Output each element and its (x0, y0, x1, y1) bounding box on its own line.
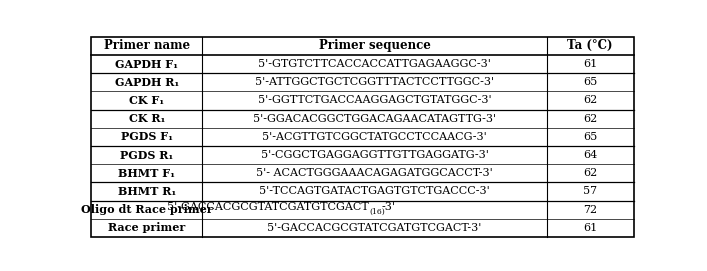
Text: 57: 57 (583, 186, 597, 196)
Text: 5'-ACGTTGTCGGCTATGCCTCCAACG-3': 5'-ACGTTGTCGGCTATGCCTCCAACG-3' (262, 132, 487, 142)
Text: 5'-GACCACGCGTATCGATGTCGACT: 5'-GACCACGCGTATCGATGTCGACT (168, 202, 369, 212)
Text: BHMT R₁: BHMT R₁ (117, 186, 176, 197)
Text: 5'- ACACTGGGAAACAGAGATGGCACCT-3': 5'- ACACTGGGAAACAGAGATGGCACCT-3' (256, 168, 493, 178)
Text: (16): (16) (369, 208, 385, 216)
Text: 65: 65 (583, 77, 597, 87)
Text: 5'-GTGTCTTCACCACCATTGAGAAGGC-3': 5'-GTGTCTTCACCACCATTGAGAAGGC-3' (258, 59, 491, 69)
Text: Oligo dt Race primer: Oligo dt Race primer (81, 204, 213, 215)
Text: Race primer: Race primer (108, 222, 185, 233)
Text: 62: 62 (583, 168, 597, 178)
Text: 5'-CGGCTGAGGAGGTTGTTGAGGATG-3': 5'-CGGCTGAGGAGGTTGTTGAGGATG-3' (261, 150, 489, 160)
Text: 5'-GGTTCTGACCAAGGAGCTGTATGGC-3': 5'-GGTTCTGACCAAGGAGCTGTATGGC-3' (258, 95, 491, 105)
Text: CK F₁: CK F₁ (129, 95, 164, 106)
Text: PGDS F₁: PGDS F₁ (121, 131, 173, 142)
Text: 5'-ATTGGCTGCTCGGTTTACTCCTTGGC-3': 5'-ATTGGCTGCTCGGTTTACTCCTTGGC-3' (255, 77, 494, 87)
Text: GAPDH F₁: GAPDH F₁ (115, 59, 178, 69)
Text: 5'-GGACACGGCTGGACAGAACATAGTTG-3': 5'-GGACACGGCTGGACAGAACATAGTTG-3' (253, 114, 496, 124)
Text: Primer name: Primer name (104, 39, 189, 52)
Text: 72: 72 (583, 205, 597, 215)
Text: 5'-GACCACGCGTATCGATGTCGACT-3': 5'-GACCACGCGTATCGATGTCGACT-3' (267, 223, 481, 233)
Text: Ta (°C): Ta (°C) (568, 39, 613, 52)
Text: BHMT F₁: BHMT F₁ (118, 168, 175, 179)
Text: Primer sequence: Primer sequence (319, 39, 431, 52)
Text: 62: 62 (583, 95, 597, 105)
Text: 61: 61 (583, 59, 597, 69)
Text: -3': -3' (382, 202, 396, 212)
Text: PGDS R₁: PGDS R₁ (120, 150, 173, 160)
Text: GAPDH R₁: GAPDH R₁ (115, 77, 179, 88)
Text: 62: 62 (583, 114, 597, 124)
Text: 65: 65 (583, 132, 597, 142)
Text: 5'-TCCAGTGATACTGAGTGTCTGACCC-3': 5'-TCCAGTGATACTGAGTGTCTGACCC-3' (259, 186, 490, 196)
Text: 64: 64 (583, 150, 597, 160)
Text: 61: 61 (583, 223, 597, 233)
Text: CK R₁: CK R₁ (129, 113, 165, 124)
